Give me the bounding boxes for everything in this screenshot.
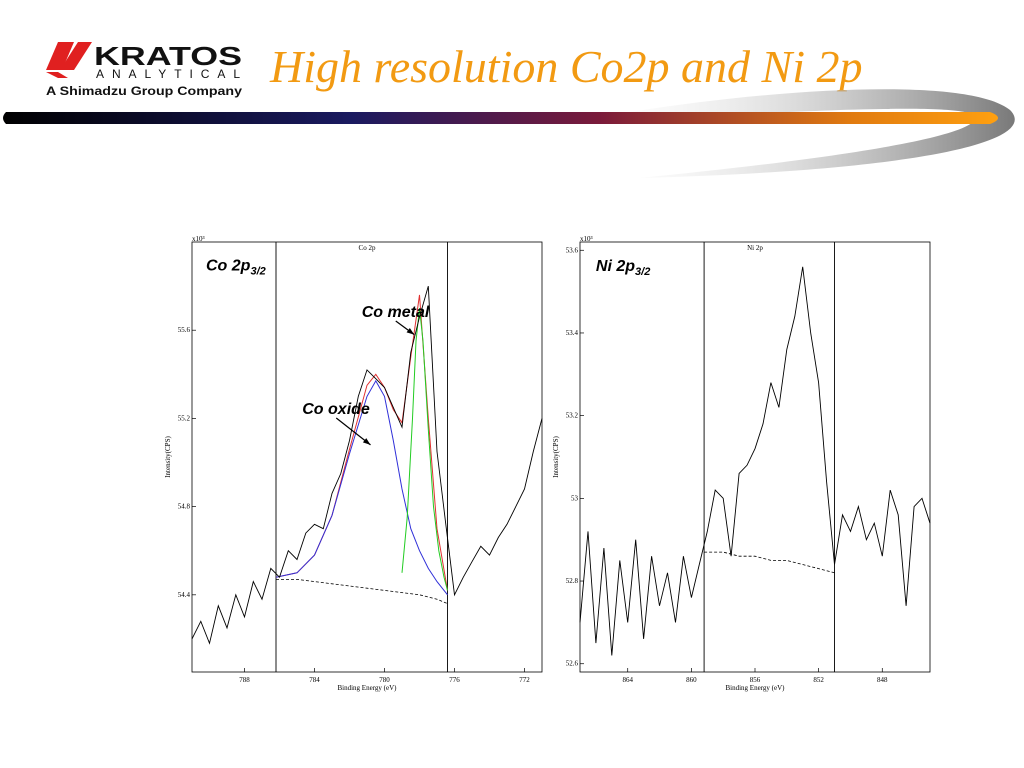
annotation-label: Co oxide bbox=[302, 401, 370, 418]
series-background-line bbox=[704, 551, 835, 574]
plot-frame bbox=[579, 241, 931, 673]
series-co-oxide bbox=[275, 379, 448, 596]
logo-tagline: A Shimadzu Group Company bbox=[46, 84, 242, 98]
series-background-line bbox=[276, 579, 448, 604]
annotation-text: Co metal bbox=[362, 304, 430, 321]
logo-brand: KRATOS bbox=[94, 41, 242, 71]
annotation-subscript: 3/2 bbox=[250, 266, 265, 278]
x-tick-label: 856 bbox=[750, 676, 761, 684]
plot-frame bbox=[191, 241, 543, 673]
x-tick-label: 860 bbox=[686, 676, 697, 684]
chart-panel-0: 788 784 780 776 772 54.4 54.8 55.2 55.6 x10³ Co 2p… bbox=[164, 235, 543, 692]
annotation-label: Co metal bbox=[362, 304, 430, 321]
arrowhead-icon bbox=[362, 438, 371, 445]
x-tick-label: 864 bbox=[622, 676, 633, 684]
chart-title: Co 2p bbox=[359, 244, 376, 252]
annotation-text: Co 2p bbox=[206, 258, 251, 275]
axis-multiplier: x10³ bbox=[192, 235, 205, 243]
x-tick-label: 772 bbox=[519, 676, 530, 684]
y-tick-label: 52.8 bbox=[566, 577, 579, 585]
y-tick-label: 53 bbox=[571, 494, 579, 502]
y-tick-label: 54.8 bbox=[178, 503, 191, 511]
series-raw-spectrum bbox=[191, 285, 543, 645]
y-axis-label: Intensity(CPS) bbox=[552, 436, 560, 478]
y-tick-label: 54.4 bbox=[178, 591, 191, 599]
kratos-k-mark-icon bbox=[46, 42, 92, 78]
series-co-metal bbox=[401, 308, 448, 591]
arrowhead-icon bbox=[406, 327, 415, 335]
y-tick-label: 53.4 bbox=[566, 329, 579, 337]
x-tick-label: 780 bbox=[379, 676, 390, 684]
decorative-swoosh bbox=[3, 89, 1015, 178]
x-tick-label: 852 bbox=[813, 676, 824, 684]
annotation-label: Ni 2p3/2 bbox=[596, 258, 650, 278]
x-tick-label: 776 bbox=[449, 676, 460, 684]
chart-title: Ni 2p bbox=[747, 244, 763, 252]
y-axis-label: Intensity(CPS) bbox=[164, 436, 172, 478]
x-tick-label: 788 bbox=[239, 676, 250, 684]
y-tick-label: 53.6 bbox=[566, 246, 579, 254]
slide-title: High resolution Co2p and Ni 2p bbox=[270, 41, 863, 92]
x-axis-label: Binding Energy (eV) bbox=[726, 684, 786, 692]
chart-panel-1: 864 860 856 852 848 52.6 52.8 53 53.2 53.4 53.6x10… bbox=[552, 235, 931, 692]
annotation-label: Co 2p3/2 bbox=[206, 258, 266, 278]
axis-multiplier: x10³ bbox=[580, 235, 593, 243]
annotation-text: Co oxide bbox=[302, 401, 370, 418]
y-tick-label: 52.6 bbox=[566, 660, 579, 668]
kratos-logo: KRATOS ANALYTICAL A Shimadzu Group Compa… bbox=[46, 41, 242, 98]
y-tick-label: 53.2 bbox=[566, 412, 579, 420]
x-tick-label: 848 bbox=[877, 676, 888, 684]
y-tick-label: 55.2 bbox=[178, 414, 191, 422]
annotation-text: Ni 2p bbox=[596, 258, 635, 275]
x-axis-label: Binding Energy (eV) bbox=[338, 684, 398, 692]
y-tick-label: 55.6 bbox=[178, 326, 191, 334]
x-tick-label: 784 bbox=[309, 676, 320, 684]
series-raw-spectrum bbox=[579, 266, 931, 656]
annotation-subscript: 3/2 bbox=[635, 266, 650, 278]
